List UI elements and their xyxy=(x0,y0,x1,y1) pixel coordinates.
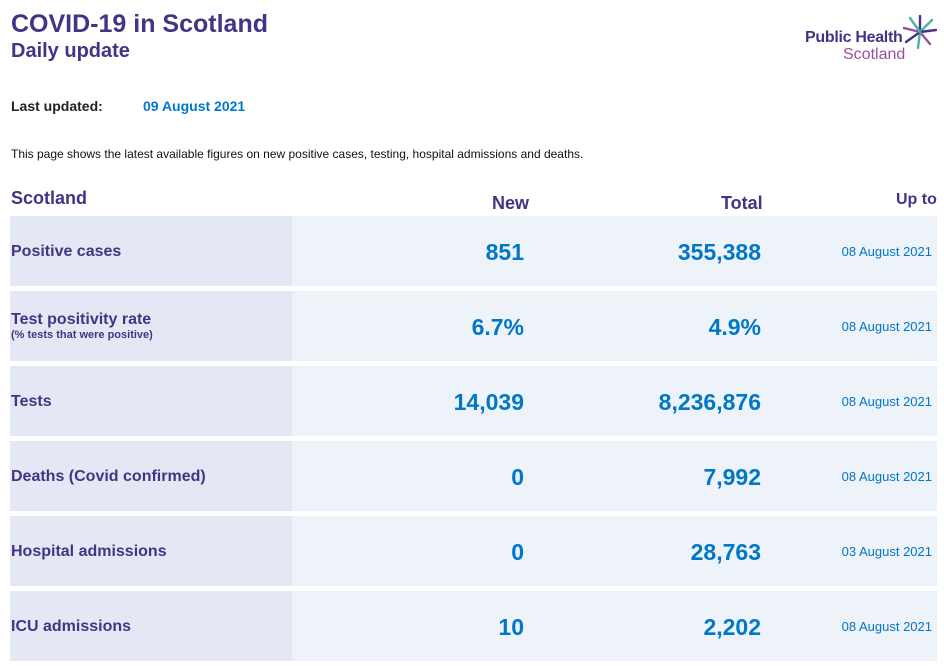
row-label-cell: Deaths (Covid confirmed) xyxy=(10,441,292,511)
row-label-cell: Positive cases xyxy=(10,216,292,286)
row-label-cell: Tests xyxy=(10,366,292,436)
phs-logo: Public Health Scotland xyxy=(800,14,940,66)
row-total-value: 8,236,876 xyxy=(658,389,761,415)
row-new-value: 851 xyxy=(485,239,524,265)
row-label: Tests xyxy=(11,393,52,410)
logo-text-line2: Scotland xyxy=(843,46,906,63)
row-label: Hospital admissions xyxy=(11,543,167,560)
row-upto-date: 08 August 2021 xyxy=(841,394,932,409)
last-updated-date: 09 August 2021 xyxy=(143,98,246,114)
table-row-positive-cases: Positive cases 851 355,388 08 August 202… xyxy=(10,216,937,286)
row-label: Test positivity rate xyxy=(11,311,152,328)
row-upto-date: 08 August 2021 xyxy=(841,469,932,484)
row-new-value: 6.7% xyxy=(471,314,524,340)
row-total-value: 7,992 xyxy=(703,464,761,490)
page-title: COVID-19 in Scotland xyxy=(11,10,268,38)
row-upto-date: 03 August 2021 xyxy=(841,544,932,559)
last-updated-label: Last updated: xyxy=(11,98,103,114)
table-row-icu-admissions: ICU admissions 10 2,202 08 August 2021 xyxy=(10,591,937,661)
upto-column-header: Up to xyxy=(896,191,937,208)
row-total-value: 28,763 xyxy=(690,539,761,565)
row-new-value: 0 xyxy=(511,464,524,490)
region-header: Scotland xyxy=(11,188,88,208)
logo-text-line1: Public Health xyxy=(805,29,903,46)
row-label: Deaths (Covid confirmed) xyxy=(11,468,206,485)
row-total-value: 355,388 xyxy=(677,239,761,265)
star-burst-icon xyxy=(902,14,938,50)
row-upto-date: 08 August 2021 xyxy=(841,244,932,259)
row-new-value: 10 xyxy=(498,614,524,640)
row-label: Positive cases xyxy=(11,243,122,260)
total-column-header: Total xyxy=(721,193,763,213)
row-new-value: 14,039 xyxy=(453,389,524,415)
row-sublabel: (% tests that were positive) xyxy=(11,329,153,341)
row-label: ICU admissions xyxy=(11,618,132,635)
row-new-value: 0 xyxy=(511,539,524,565)
table-row-deaths: Deaths (Covid confirmed) 0 7,992 08 Augu… xyxy=(10,441,937,511)
intro-text: This page shows the latest available fig… xyxy=(11,147,584,161)
new-column-header: New xyxy=(492,193,530,213)
row-total-value: 4.9% xyxy=(708,314,761,340)
row-upto-date: 08 August 2021 xyxy=(841,319,932,334)
row-label-cell: Hospital admissions xyxy=(10,516,292,586)
row-upto-date: 08 August 2021 xyxy=(841,619,932,634)
table-row-hospital-admissions: Hospital admissions 0 28,763 03 August 2… xyxy=(10,516,937,586)
row-label-cell: ICU admissions xyxy=(10,591,292,661)
row-label-cell: Test positivity rate (% tests that were … xyxy=(10,291,292,361)
table-row-test-positivity: Test positivity rate (% tests that were … xyxy=(10,291,937,361)
table-row-tests: Tests 14,039 8,236,876 08 August 2021 xyxy=(10,366,937,436)
row-total-value: 2,202 xyxy=(703,614,761,640)
page-subtitle: Daily update xyxy=(11,40,130,62)
